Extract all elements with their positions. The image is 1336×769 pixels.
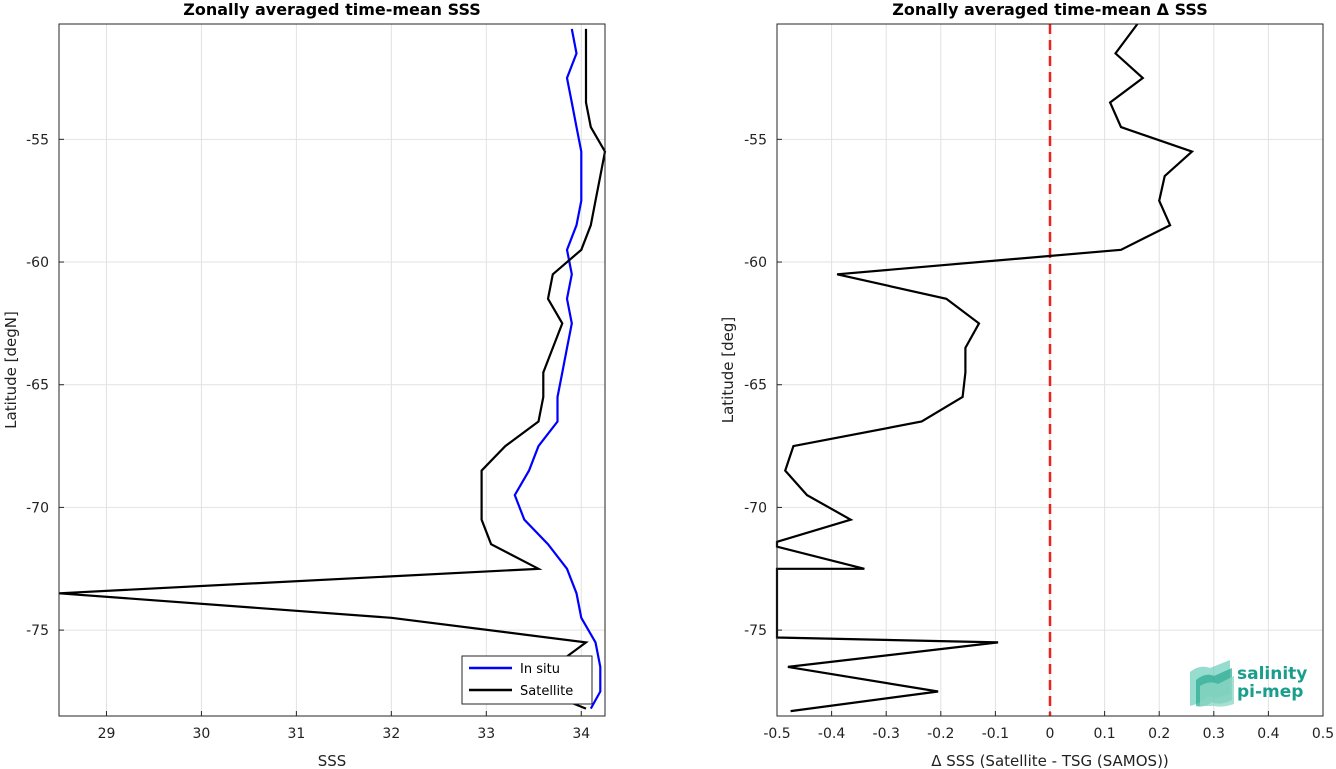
left-grid (59, 24, 605, 716)
y-tick-label: -65 (744, 378, 767, 394)
left-panel: Zonally averaged time-mean SSS 29 30 31 32 3… (2, 0, 607, 769)
x-tick-label: -0.4 (818, 726, 845, 742)
x-tick-label: 0.3 (1203, 726, 1225, 742)
x-tick-label: 31 (287, 726, 305, 742)
x-tick-label: 0.2 (1148, 726, 1170, 742)
left-chart-title: Zonally averaged time-mean SSS (183, 0, 481, 19)
x-tick-label: 0.1 (1093, 726, 1115, 742)
x-tick-label: 32 (382, 726, 400, 742)
y-tick-label: -75 (744, 623, 767, 639)
logo-wave-icon (1190, 660, 1234, 707)
x-tick-label: 0.5 (1312, 726, 1334, 742)
x-tick-label: 30 (193, 726, 211, 742)
right-x-axis-label: Δ SSS (Satellite - TSG (SAMOS)) (931, 752, 1169, 769)
salinity-pi-mep-logo: salinity pi-mep (1190, 660, 1307, 707)
x-tick-label: -0.3 (873, 726, 900, 742)
x-tick-label: 34 (572, 726, 590, 742)
x-tick-label: -0.5 (763, 726, 790, 742)
y-tick-label: -70 (744, 500, 767, 516)
legend: In situ Satellite (461, 655, 593, 705)
right-series-lines (775, 23, 1195, 713)
right-axes-box (776, 23, 1324, 717)
y-tick-label: -65 (26, 378, 49, 394)
series-line-in-situ (513, 28, 602, 710)
left-series-lines (58, 28, 607, 710)
left-y-axis-label: Latitude [degN] (2, 311, 20, 429)
legend-label-in-situ: In situ (520, 662, 560, 677)
legend-box (461, 655, 593, 705)
series-line-satellite (58, 28, 607, 710)
left-x-axis-label: SSS (318, 752, 347, 769)
logo-text-pi-mep: pi-mep (1237, 682, 1303, 702)
left-tick-labels: 29 30 31 32 33 34 -55 -60 -65 -70 -75 (26, 132, 590, 742)
x-tick-label: 29 (98, 726, 116, 742)
x-tick-label: 0.4 (1257, 726, 1279, 742)
y-tick-label: -60 (744, 255, 767, 271)
x-tick-label: -0.1 (982, 726, 1009, 742)
right-panel: Zonally averaged time-mean Δ SSS -0.5 -0.… (719, 0, 1334, 769)
x-tick-label: 0 (1046, 726, 1055, 742)
legend-label-satellite: Satellite (520, 684, 573, 699)
right-tick-labels: -0.5 -0.4 -0.3 -0.2 -0.1 0 0.1 0.2 0.3 0.4 0.5 -55 -… (744, 132, 1334, 742)
y-tick-label: -55 (744, 132, 767, 148)
x-tick-label: -0.2 (927, 726, 954, 742)
y-tick-label: -75 (26, 623, 49, 639)
series-line-delta-sss (775, 23, 1195, 713)
left-axes-box (58, 23, 606, 717)
right-chart-title: Zonally averaged time-mean Δ SSS (892, 0, 1208, 19)
y-tick-label: -70 (26, 500, 49, 516)
logo-text-salinity: salinity (1237, 664, 1307, 684)
y-tick-label: -55 (26, 132, 49, 148)
right-y-axis-label: Latitude [deg] (719, 317, 737, 423)
x-tick-label: 33 (477, 726, 495, 742)
y-tick-label: -60 (26, 255, 49, 271)
